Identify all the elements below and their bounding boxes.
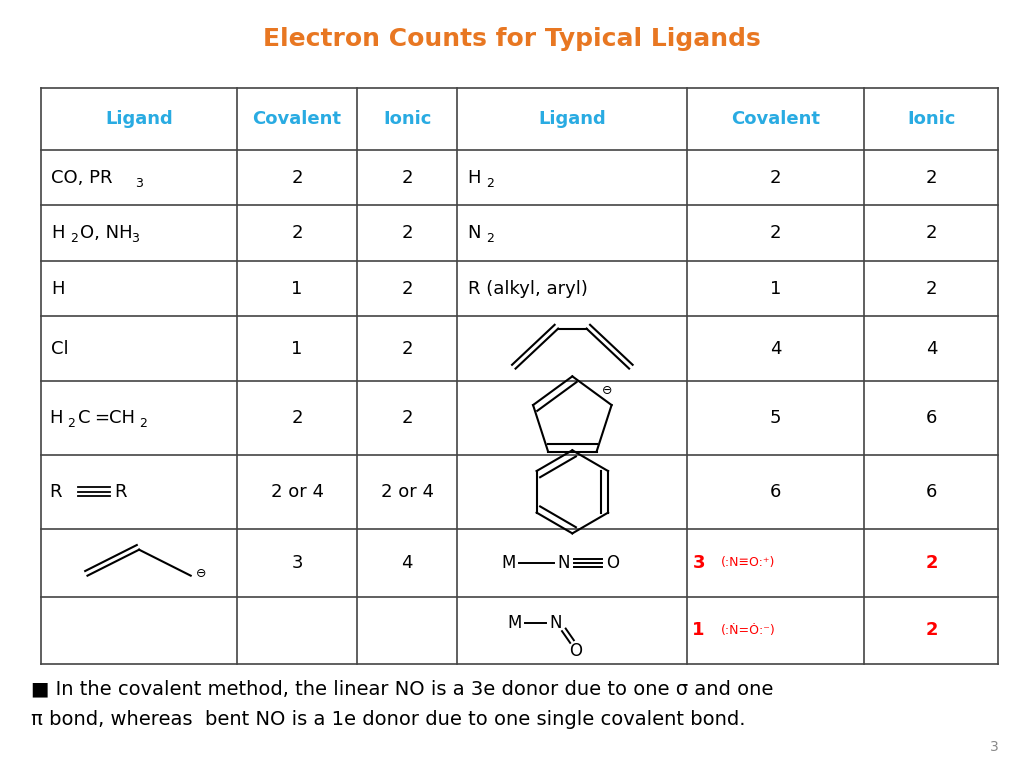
Text: O, NH: O, NH <box>80 224 132 242</box>
Text: R (alkyl, aryl): R (alkyl, aryl) <box>468 280 588 297</box>
Text: ⊖: ⊖ <box>196 567 206 580</box>
Text: 2: 2 <box>925 554 938 571</box>
Text: H: H <box>49 409 62 427</box>
Text: 1: 1 <box>292 339 303 358</box>
Text: M: M <box>502 554 516 571</box>
Text: Ligand: Ligand <box>105 110 173 128</box>
Text: O: O <box>569 642 583 660</box>
Text: 4: 4 <box>926 339 937 358</box>
Text: 2: 2 <box>926 224 937 242</box>
Text: CH: CH <box>109 409 134 427</box>
Text: 1: 1 <box>292 280 303 297</box>
Text: 2 or 4: 2 or 4 <box>270 483 324 501</box>
Text: 2: 2 <box>401 280 413 297</box>
Text: 2: 2 <box>139 417 147 430</box>
Text: 2: 2 <box>486 177 494 190</box>
Text: 2: 2 <box>70 232 78 245</box>
Text: 2: 2 <box>926 169 937 187</box>
Text: R: R <box>49 483 61 501</box>
Text: Ionic: Ionic <box>907 110 955 128</box>
Text: 2: 2 <box>291 169 303 187</box>
Text: =: = <box>94 409 110 427</box>
Text: Ionic: Ionic <box>383 110 431 128</box>
Text: Cl: Cl <box>51 339 69 358</box>
Text: 2: 2 <box>68 417 76 430</box>
Text: Electron Counts for Typical Ligands: Electron Counts for Typical Ligands <box>263 27 761 51</box>
Text: 2: 2 <box>486 232 494 245</box>
Text: 2: 2 <box>770 169 781 187</box>
Text: 3: 3 <box>989 740 998 754</box>
Text: 2: 2 <box>401 409 413 427</box>
Text: ■ In the covalent method, the linear NO is a 3e donor due to one σ and one: ■ In the covalent method, the linear NO … <box>31 680 773 699</box>
Text: Covalent: Covalent <box>731 110 820 128</box>
Text: 2: 2 <box>291 224 303 242</box>
Text: 4: 4 <box>770 339 781 358</box>
Text: 2: 2 <box>401 169 413 187</box>
Text: (:Ṅ=Ȯ:⁻): (:Ṅ=Ȯ:⁻) <box>721 624 776 637</box>
Text: 2: 2 <box>401 224 413 242</box>
Text: O: O <box>606 554 620 571</box>
Text: 2: 2 <box>401 339 413 358</box>
Text: 1: 1 <box>770 280 781 297</box>
Text: CO, PR: CO, PR <box>51 169 113 187</box>
Text: R: R <box>114 483 126 501</box>
Text: 6: 6 <box>926 409 937 427</box>
Text: 6: 6 <box>926 483 937 501</box>
Text: H: H <box>468 169 481 187</box>
Text: N: N <box>550 614 562 631</box>
Text: 4: 4 <box>401 554 413 571</box>
Text: Ligand: Ligand <box>539 110 606 128</box>
Text: C: C <box>78 409 90 427</box>
Text: 3: 3 <box>291 554 303 571</box>
Text: 3: 3 <box>692 554 705 571</box>
Text: 2 or 4: 2 or 4 <box>381 483 434 501</box>
Text: 2: 2 <box>926 280 937 297</box>
Text: H: H <box>51 280 65 297</box>
Text: N: N <box>468 224 481 242</box>
Text: 6: 6 <box>770 483 781 501</box>
Text: M: M <box>507 614 521 631</box>
Text: 2: 2 <box>770 224 781 242</box>
Text: π bond, whereas  bent NO is a 1e donor due to one single covalent bond.: π bond, whereas bent NO is a 1e donor du… <box>31 710 745 730</box>
Text: H: H <box>51 224 65 242</box>
Text: 5: 5 <box>770 409 781 427</box>
Text: (:N≡O:⁺): (:N≡O:⁺) <box>721 556 775 569</box>
Text: Covalent: Covalent <box>253 110 342 128</box>
Text: 3: 3 <box>135 177 143 190</box>
Text: 2: 2 <box>291 409 303 427</box>
Text: ⊖: ⊖ <box>602 385 612 397</box>
Text: 1: 1 <box>692 621 705 640</box>
Text: 2: 2 <box>925 621 938 640</box>
Text: 3: 3 <box>131 232 139 245</box>
Text: N: N <box>558 554 570 571</box>
